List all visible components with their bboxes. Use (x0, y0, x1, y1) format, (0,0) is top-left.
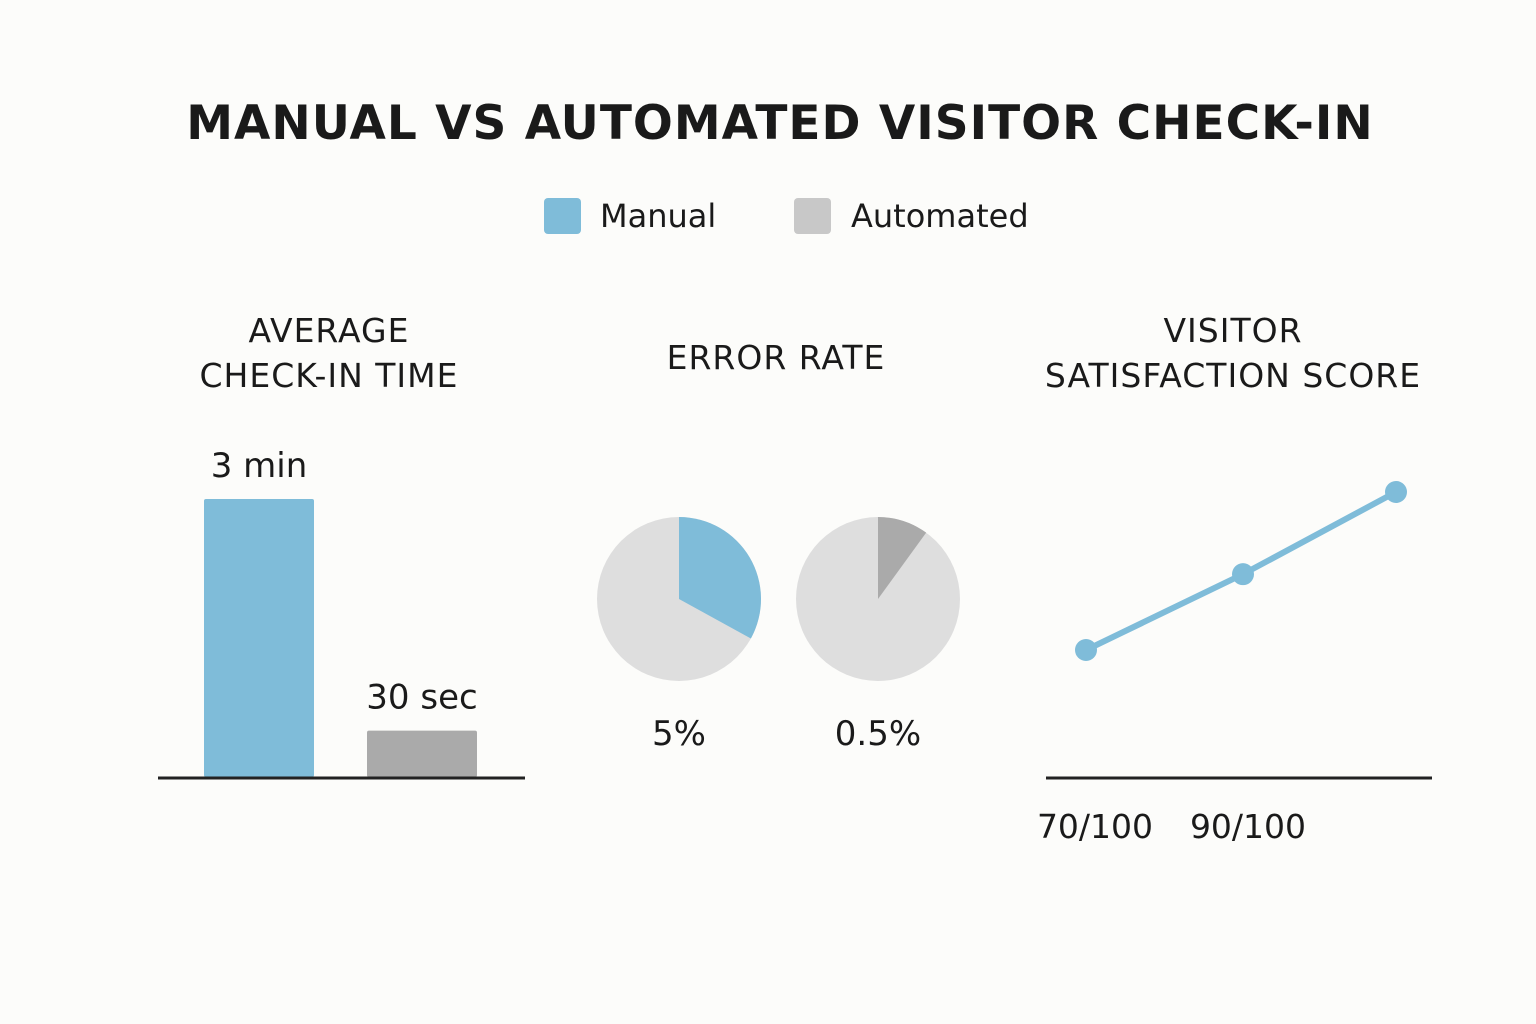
legend: Manual Automated (544, 197, 1029, 235)
line-panel: VISITOR SATISFACTION SCORE 70/100 90/100 (1037, 311, 1432, 846)
line-point-2 (1232, 563, 1254, 586)
pie-panel-title: ERROR RATE (667, 338, 886, 377)
line-group (1075, 481, 1407, 661)
bar-panel-title-line-2: CHECK-IN TIME (200, 356, 459, 395)
bar-value-label-manual: 3 min (211, 446, 308, 486)
pie-slice-manual (679, 517, 762, 639)
pie-label-automated: 0.5% (835, 714, 921, 754)
line-point-3 (1385, 481, 1407, 503)
pie-group (597, 517, 960, 681)
bar-panel-title-line-1: AVERAGE (249, 311, 410, 350)
legend-swatch-automated (794, 198, 831, 234)
bar-panel: AVERAGE CHECK-IN TIME 3 min 30 sec (158, 311, 525, 780)
pie-panel: ERROR RATE 5% 0.5% (597, 338, 960, 754)
legend-swatch-manual (544, 198, 581, 234)
line-tick-label-1: 70/100 (1037, 807, 1153, 846)
legend-label-automated: Automated (851, 197, 1029, 235)
pie-label-manual: 5% (652, 714, 706, 754)
line-point-1 (1075, 639, 1097, 661)
chart-title: MANUAL VS AUTOMATED VISITOR CHECK-IN (186, 96, 1373, 151)
legend-label-manual: Manual (600, 197, 716, 235)
pie-slice-automated (878, 517, 927, 599)
line-panel-title-line-2: SATISFACTION SCORE (1045, 356, 1421, 395)
bar-value-label-automated: 30 sec (366, 678, 477, 718)
line-tick-label-2: 90/100 (1190, 807, 1306, 846)
bar-group: 3 min 30 sec (204, 446, 478, 777)
bar-automated (367, 730, 477, 777)
bar-manual (204, 499, 314, 777)
line-panel-title-line-1: VISITOR (1163, 311, 1302, 350)
